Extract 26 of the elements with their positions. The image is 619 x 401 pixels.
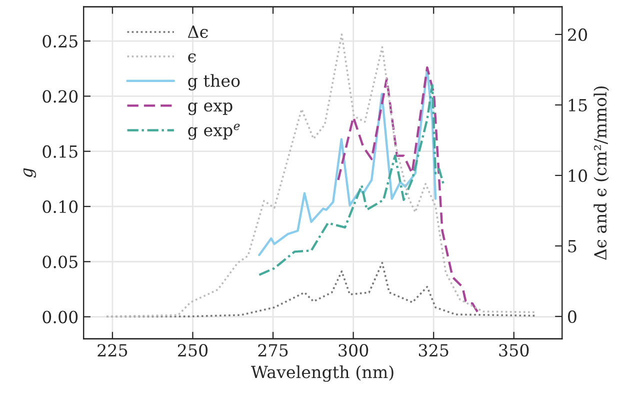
x-tick-label: 225 bbox=[98, 344, 128, 357]
y2-tick-label: 15 bbox=[568, 98, 587, 112]
y-tick-label: 0.25 bbox=[42, 34, 78, 48]
legend-label: g theo bbox=[188, 74, 240, 90]
y-tick-label: 0.20 bbox=[42, 90, 78, 103]
y2-tick-label: 20 bbox=[568, 28, 588, 42]
legend-label: g exp bbox=[188, 102, 232, 116]
legend-label: g exp$^{e}$ bbox=[188, 124, 240, 140]
y2-axis-title: Δϵ and ϵ (cm²/mmol) bbox=[594, 86, 609, 260]
legend-label: Δϵ bbox=[188, 26, 208, 38]
x-tick-label: 300 bbox=[338, 344, 368, 357]
y-tick-label: 0.10 bbox=[42, 200, 78, 214]
y-axis-title: g bbox=[23, 168, 36, 178]
x-tick-label: 350 bbox=[499, 344, 529, 357]
x-tick-label: 250 bbox=[178, 344, 208, 357]
legend-label: ϵ bbox=[188, 53, 196, 62]
x-tick-label: 325 bbox=[418, 344, 448, 357]
x-axis-title: Wavelength (nm) bbox=[251, 365, 394, 382]
y-tick-label: 0.15 bbox=[42, 145, 78, 158]
x-tick-label: 275 bbox=[258, 344, 288, 357]
y-tick-label: 0.05 bbox=[42, 256, 78, 268]
y2-tick-label: 0 bbox=[568, 310, 576, 323]
y2-tick-label: 5 bbox=[568, 240, 576, 253]
line-series bbox=[258, 84, 445, 276]
y2-tick-label: 10 bbox=[568, 169, 588, 182]
y-tick-label: 0.00 bbox=[42, 310, 78, 324]
